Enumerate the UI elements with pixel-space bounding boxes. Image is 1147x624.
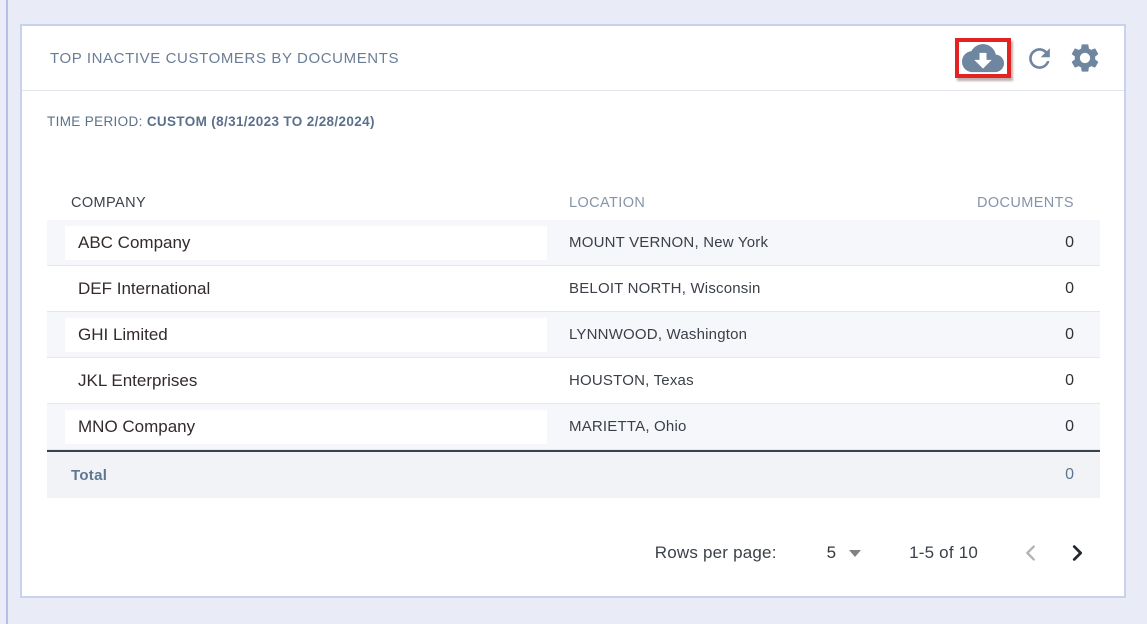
refresh-icon <box>1024 43 1055 74</box>
time-period: TIME PERIOD: CUSTOM (8/31/2023 TO 2/28/2… <box>47 113 1100 130</box>
documents-cell: 0 <box>1065 279 1074 297</box>
documents-cell: 0 <box>1065 325 1074 343</box>
chevron-left-icon <box>1020 542 1042 564</box>
total-label: Total <box>71 466 108 484</box>
column-header-documents[interactable]: DOCUMENTS <box>976 195 1074 211</box>
top-inactive-customers-widget: TOP INACTIVE CUSTOMERS BY DOCUMENTS <box>20 24 1126 598</box>
next-page-button[interactable] <box>1066 542 1088 564</box>
download-button[interactable] <box>962 44 1004 73</box>
table-total-row: Total 0 <box>47 450 1100 498</box>
customers-table: COMPANY LOCATION DOCUMENTS ABC Company M… <box>47 186 1100 498</box>
table-header-row: COMPANY LOCATION DOCUMENTS <box>47 186 1100 220</box>
company-cell: DEF International <box>65 271 547 306</box>
rows-per-page-select[interactable]: 5 <box>826 543 862 563</box>
widget-toolbar <box>955 38 1102 78</box>
column-header-location[interactable]: LOCATION <box>569 195 646 211</box>
documents-cell: 0 <box>1065 371 1074 389</box>
download-highlight-box <box>955 38 1011 78</box>
time-period-value: CUSTOM (8/31/2023 TO 2/28/2024) <box>146 114 375 129</box>
table-row[interactable]: DEF International BELOIT NORTH, Wisconsi… <box>47 266 1100 312</box>
location-cell: HOUSTON, Texas <box>569 372 694 389</box>
refresh-button[interactable] <box>1024 43 1055 74</box>
company-cell: ABC Company <box>65 225 547 260</box>
page-range-text: 1-5 of 10 <box>909 543 978 562</box>
widget-title: TOP INACTIVE CUSTOMERS BY DOCUMENTS <box>50 49 400 67</box>
rows-per-page-value: 5 <box>826 543 837 562</box>
previous-page-button[interactable] <box>1020 542 1042 564</box>
settings-button[interactable] <box>1068 41 1102 75</box>
table-row[interactable]: ABC Company MOUNT VERNON, New York 0 <box>47 220 1100 266</box>
time-period-label: TIME PERIOD: <box>47 114 143 129</box>
left-panel-edge <box>6 0 8 624</box>
total-value: 0 <box>1065 466 1074 483</box>
location-cell: BELOIT NORTH, Wisconsin <box>569 280 761 297</box>
widget-header: TOP INACTIVE CUSTOMERS BY DOCUMENTS <box>22 26 1124 91</box>
widget-body: TIME PERIOD: CUSTOM (8/31/2023 TO 2/28/2… <box>22 113 1124 564</box>
gear-icon <box>1068 41 1102 75</box>
table-row[interactable]: JKL Enterprises HOUSTON, Texas 0 <box>47 358 1100 404</box>
documents-cell: 0 <box>1065 417 1074 435</box>
company-cell: JKL Enterprises <box>65 363 547 398</box>
company-cell: MNO Company <box>65 409 547 444</box>
pagination-bar: Rows per page: 5 1-5 of 10 <box>47 542 1100 564</box>
dropdown-arrow-icon <box>849 549 862 557</box>
location-cell: MOUNT VERNON, New York <box>569 234 769 251</box>
table-row[interactable]: GHI Limited LYNNWOOD, Washington 0 <box>47 312 1100 358</box>
company-cell: GHI Limited <box>65 317 547 352</box>
table-row[interactable]: MNO Company MARIETTA, Ohio 0 <box>47 404 1100 450</box>
chevron-right-icon <box>1066 542 1088 564</box>
cloud-download-icon <box>962 44 1004 73</box>
rows-per-page-label: Rows per page: <box>654 543 777 562</box>
location-cell: MARIETTA, Ohio <box>569 418 687 435</box>
column-header-company[interactable]: COMPANY <box>71 195 147 211</box>
documents-cell: 0 <box>1065 233 1074 251</box>
location-cell: LYNNWOOD, Washington <box>569 326 748 343</box>
